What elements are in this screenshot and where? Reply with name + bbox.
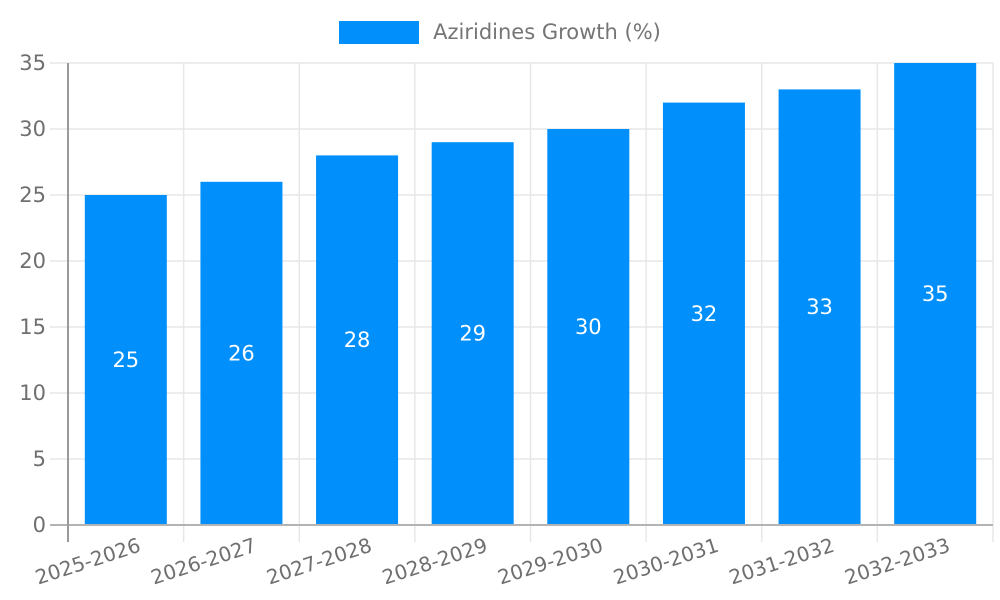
bar-value-label: 29 [459,322,486,346]
bar[interactable] [316,155,399,525]
bar-value-label: 35 [922,282,949,306]
bar[interactable] [200,181,283,526]
x-tick-label: 2025-2026 [32,533,143,590]
bar-value-label: 33 [806,295,833,319]
bar-value-label: 32 [691,302,718,326]
bar-value-label: 30 [575,315,602,339]
y-tick-label: 10 [19,381,46,405]
y-tick-label: 35 [19,51,46,75]
legend-label: Aziridines Growth (%) [433,20,661,44]
bar-value-label: 25 [112,348,139,372]
x-tick-label: 2026-2027 [148,533,259,590]
x-tick-label: 2031-2032 [726,533,837,590]
x-tick-label: 2030-2031 [610,533,721,590]
bar[interactable] [547,129,630,525]
bar-value-label: 26 [228,341,255,365]
bar[interactable] [894,63,977,525]
y-tick-label: 25 [19,183,46,207]
x-tick-label: 2032-2033 [842,533,953,590]
y-tick-label: 15 [19,315,46,339]
legend-item[interactable]: Aziridines Growth (%) [339,20,661,44]
y-tick-label: 20 [19,249,46,273]
legend-swatch [339,20,420,44]
bar[interactable] [84,195,167,525]
y-tick-label: 30 [19,117,46,141]
x-tick-label: 2028-2029 [379,533,490,590]
bar[interactable] [431,142,514,525]
bar-value-label: 28 [344,328,371,352]
y-tick-label: 5 [33,447,46,471]
legend-row: Aziridines Growth (%) [0,20,1000,44]
x-tick-label: 2029-2030 [495,533,606,590]
bar[interactable] [778,89,861,526]
bar[interactable] [662,102,745,525]
x-tick-label: 2027-2028 [264,533,375,590]
y-tick-label: 0 [33,513,46,537]
